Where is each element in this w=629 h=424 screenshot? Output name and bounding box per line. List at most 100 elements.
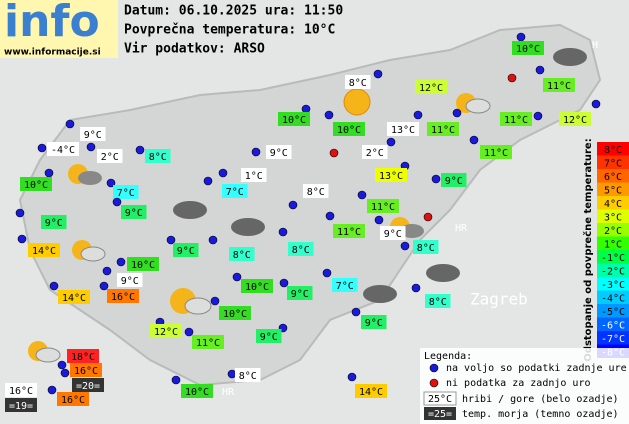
station-box — [288, 242, 314, 256]
station-dot — [227, 369, 237, 379]
station-box — [362, 145, 388, 159]
scale-label: 8°C — [604, 145, 622, 156]
scale-step — [597, 331, 629, 345]
station-box — [500, 112, 532, 126]
station-dot — [322, 268, 332, 278]
station-box — [413, 240, 439, 254]
station-box — [278, 112, 310, 126]
station-label: 10°C — [337, 125, 361, 136]
station-box — [173, 243, 199, 257]
scale-label: -7°C — [601, 334, 625, 345]
station-box — [67, 349, 99, 363]
station-dot — [218, 168, 228, 178]
station-dot — [374, 215, 384, 225]
map-label: Zagreb — [470, 290, 528, 309]
station-box — [235, 368, 261, 382]
station-label: 9°C — [84, 130, 102, 141]
scale-label: -2°C — [601, 266, 625, 277]
station-dot — [347, 372, 357, 382]
station-dot — [203, 176, 213, 186]
station-label: 2°C — [101, 152, 119, 163]
station-dot — [279, 278, 289, 288]
station-dot — [112, 197, 122, 207]
station-dot — [431, 174, 441, 184]
station-dot — [413, 110, 423, 120]
station-box — [181, 384, 213, 398]
station-label: 8°C — [149, 152, 167, 163]
station-box — [425, 294, 451, 308]
station-box — [58, 290, 90, 304]
station-label: 10°C — [245, 282, 269, 293]
station-dot — [60, 368, 70, 378]
station-label: 1°C — [245, 171, 263, 182]
station-label: 11°C — [196, 338, 220, 349]
station-box — [333, 224, 365, 238]
station-label: 16°C — [74, 366, 98, 377]
station-label: 10°C — [223, 309, 247, 320]
station-box — [41, 215, 67, 229]
scale-label: 6°C — [604, 172, 622, 183]
station-dot — [452, 108, 462, 118]
station-dot — [102, 266, 112, 276]
legend-sea: temp. morja (temno ozadje) — [462, 409, 619, 420]
station-dot — [171, 375, 181, 385]
station-dot — [184, 327, 194, 337]
station-label: =19= — [9, 401, 33, 412]
station-label: 7°C — [226, 187, 244, 198]
legend-dot — [429, 378, 439, 388]
station-label: 9°C — [125, 208, 143, 219]
station-box — [480, 145, 512, 159]
scale-label: 1°C — [604, 239, 622, 250]
scale-step — [597, 317, 629, 331]
station-dot — [47, 385, 57, 395]
station-dot — [210, 296, 220, 306]
station-label: 8°C — [429, 297, 447, 308]
scale-step — [597, 236, 629, 250]
station-label: 8°C — [292, 245, 310, 256]
station-box — [287, 286, 313, 300]
scale-step — [597, 155, 629, 169]
station-label: 16°C — [111, 292, 135, 303]
scale-label: 5°C — [604, 185, 622, 196]
scale-step — [597, 304, 629, 318]
station-label: 7°C — [117, 188, 135, 199]
station-dot — [386, 137, 396, 147]
station-box — [72, 378, 104, 392]
legend-swatch — [424, 407, 456, 420]
scale-label: -5°C — [601, 307, 625, 318]
station-label: 8°C — [349, 78, 367, 89]
station-label: 13°C — [379, 171, 403, 182]
station-dot — [325, 211, 335, 221]
station-box — [241, 168, 267, 182]
station-box — [415, 80, 447, 94]
station-dot — [17, 234, 27, 244]
station-label: 2°C — [366, 148, 384, 159]
scale-label: -6°C — [601, 320, 625, 331]
scale-label: -1°C — [601, 253, 625, 264]
map-label: HR — [455, 223, 468, 234]
station-label: 10°C — [516, 44, 540, 55]
station-dot — [288, 200, 298, 210]
station-dot — [49, 281, 59, 291]
station-label: 14°C — [359, 387, 383, 398]
station-dot — [516, 32, 526, 42]
station-box — [20, 177, 52, 191]
station-box — [145, 149, 171, 163]
header-average: Povprečna temperatura: 10°C — [124, 23, 335, 38]
station-box — [256, 329, 282, 343]
logo-url: www.informacije.si — [4, 48, 101, 58]
station-label: 14°C — [32, 246, 56, 257]
station-dot — [15, 208, 25, 218]
station-label: 9°C — [45, 218, 63, 229]
station-dot — [135, 145, 145, 155]
station-box — [80, 127, 106, 141]
station-box — [512, 41, 544, 55]
station-dot — [535, 65, 545, 75]
logo-title: info — [4, 0, 100, 47]
station-label: 8°C — [417, 243, 435, 254]
station-box — [355, 384, 387, 398]
station-dot — [251, 147, 261, 157]
stations: 10°C 8°C 12°C 11°C 10°C 10°C 13°C 11°C 11°C 12°C 1… — [5, 32, 601, 412]
station-label: 10°C — [24, 180, 48, 191]
